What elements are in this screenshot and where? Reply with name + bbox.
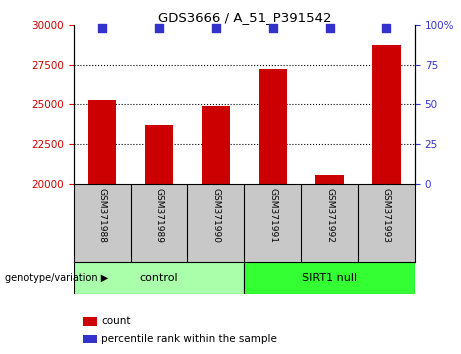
Text: control: control <box>140 273 178 283</box>
Point <box>326 25 333 31</box>
Text: GSM371992: GSM371992 <box>325 188 334 243</box>
Bar <box>201 106 230 354</box>
Point <box>99 25 106 31</box>
Bar <box>145 125 173 354</box>
Bar <box>315 175 344 354</box>
Bar <box>259 69 287 354</box>
Point <box>269 25 277 31</box>
Text: count: count <box>101 316 131 326</box>
Bar <box>74 262 244 294</box>
Text: GSM371991: GSM371991 <box>268 188 277 243</box>
Point <box>155 25 163 31</box>
Point <box>383 25 390 31</box>
Point <box>212 25 219 31</box>
Text: percentile rank within the sample: percentile rank within the sample <box>101 334 278 344</box>
Text: genotype/variation ▶: genotype/variation ▶ <box>5 273 108 283</box>
Text: GSM371988: GSM371988 <box>98 188 106 243</box>
Text: SIRT1 null: SIRT1 null <box>302 273 357 283</box>
Bar <box>244 262 415 294</box>
Text: GSM371993: GSM371993 <box>382 188 391 243</box>
Bar <box>88 99 116 354</box>
Bar <box>372 45 401 354</box>
Text: GSM371989: GSM371989 <box>154 188 164 243</box>
Text: GSM371990: GSM371990 <box>212 188 220 243</box>
Title: GDS3666 / A_51_P391542: GDS3666 / A_51_P391542 <box>158 11 331 24</box>
